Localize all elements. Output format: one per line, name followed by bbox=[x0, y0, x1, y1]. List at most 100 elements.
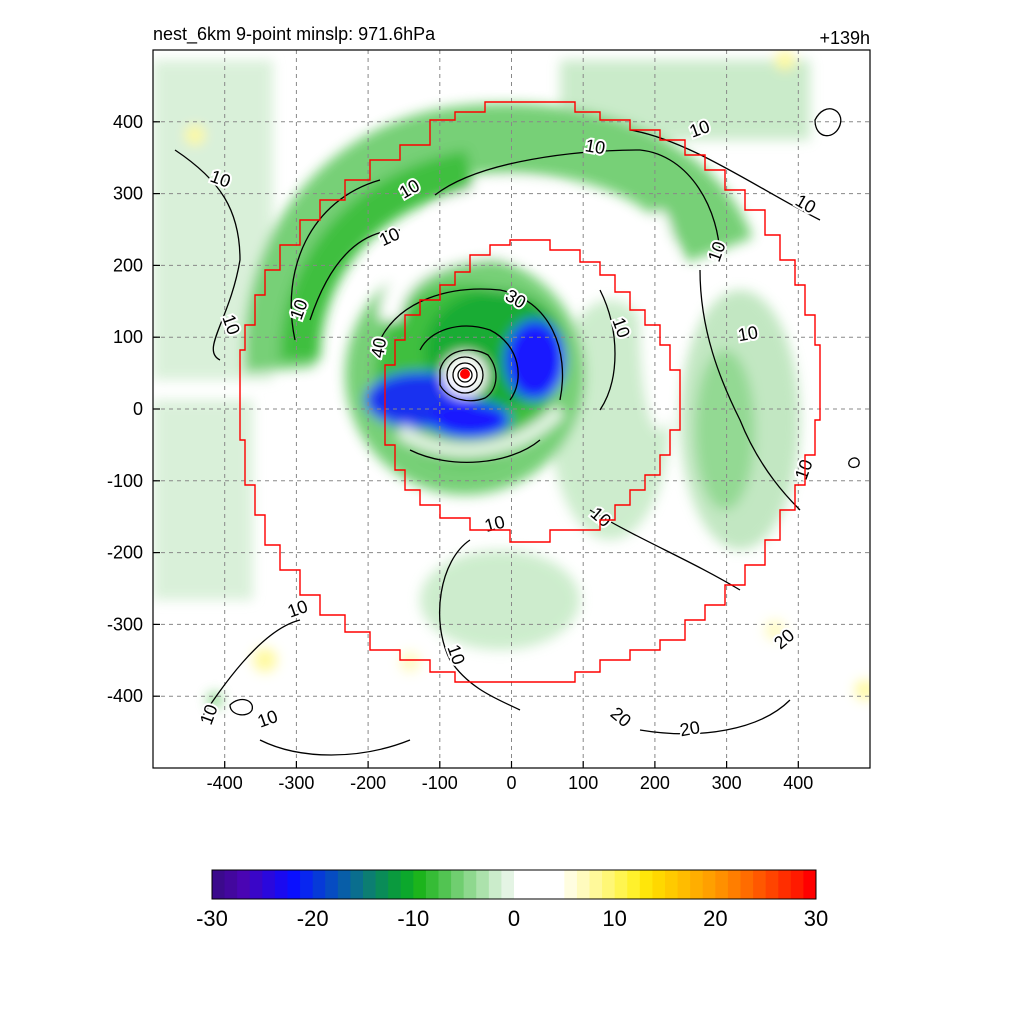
colorbar-swatch bbox=[375, 870, 389, 899]
contour-10-south bbox=[438, 539, 521, 711]
contour-label: 10 bbox=[584, 135, 607, 158]
y-tick-label: 0 bbox=[133, 399, 143, 419]
y-tick-label: -400 bbox=[107, 686, 143, 706]
contour-label: 40 bbox=[367, 336, 390, 359]
colorbar-swatch bbox=[501, 870, 515, 899]
contour-10-east-inner bbox=[599, 289, 616, 411]
colorbar-swatch bbox=[274, 870, 288, 899]
colorbar-swatch bbox=[337, 870, 351, 899]
x-tick-label: -200 bbox=[350, 773, 386, 793]
colorbar-swatch bbox=[614, 870, 628, 899]
contour-eye-1 bbox=[446, 356, 484, 394]
map-title: nest_6km 9-point minslp: 971.6hPa bbox=[153, 24, 436, 45]
colorbar-tick-label: -20 bbox=[297, 906, 329, 931]
colorbar-swatch bbox=[249, 870, 263, 899]
x-tick-label: 300 bbox=[712, 773, 742, 793]
colorbar-swatch bbox=[564, 870, 578, 899]
colorbar-swatch bbox=[451, 870, 465, 899]
y-tick-label: -100 bbox=[107, 471, 143, 491]
x-tick-label: 400 bbox=[783, 773, 813, 793]
y-axis: 400 300 200 100 0 -100 -200 -300 -400 bbox=[107, 112, 160, 706]
contour-20-b bbox=[409, 439, 541, 463]
colorbar-swatch bbox=[463, 870, 477, 899]
colorbar-swatch bbox=[652, 870, 666, 899]
colorbar-swatch bbox=[224, 870, 238, 899]
x-tick-label: 100 bbox=[568, 773, 598, 793]
colorbar-tick-label: 30 bbox=[804, 906, 828, 931]
y-tick-label: -200 bbox=[107, 543, 143, 563]
colorbar-frame bbox=[211, 869, 817, 900]
colorbar-swatch bbox=[665, 870, 679, 899]
colorbar-swatch bbox=[627, 870, 641, 899]
colorbar-swatch bbox=[639, 870, 653, 899]
colorbar-swatch bbox=[576, 870, 590, 899]
colorbar-swatch bbox=[753, 870, 767, 899]
colorbar-swatch bbox=[237, 870, 251, 899]
colorbar-swatch bbox=[300, 870, 314, 899]
colorbar-tick-label: 20 bbox=[703, 906, 727, 931]
colorbar-swatch bbox=[539, 870, 553, 899]
y-tick-label: 300 bbox=[113, 184, 143, 204]
colorbar-swatch bbox=[312, 870, 326, 899]
contour-10-outer-north bbox=[434, 149, 721, 261]
contour-30 bbox=[419, 325, 519, 401]
contour-eye-2 bbox=[452, 362, 478, 388]
colorbar-swatch bbox=[778, 870, 792, 899]
x-tick-label: 200 bbox=[640, 773, 670, 793]
colorbar-swatch bbox=[740, 870, 754, 899]
x-tick-label: -100 bbox=[422, 773, 458, 793]
colorbar-tick-label: 0 bbox=[508, 906, 520, 931]
contour-10-inner-west bbox=[309, 229, 401, 321]
y-tick-label: 100 bbox=[113, 327, 143, 347]
colorbar-swatch bbox=[803, 870, 817, 899]
colorbar bbox=[211, 869, 817, 900]
x-axis: -400 -300 -200 -100 0 100 200 300 400 bbox=[207, 761, 813, 793]
colorbar-swatch bbox=[715, 870, 729, 899]
colorbar-swatch bbox=[438, 870, 452, 899]
colorbar-swatch bbox=[212, 870, 226, 899]
colorbar-swatch bbox=[388, 870, 402, 899]
x-tick-label: -400 bbox=[207, 773, 243, 793]
contour-10-bottom bbox=[259, 739, 411, 756]
inner-nest-boundary bbox=[384, 239, 681, 543]
nest-boundaries bbox=[239, 101, 821, 683]
colorbar-swatch bbox=[765, 870, 779, 899]
shaded-field bbox=[153, 50, 870, 768]
colorbar-swatch bbox=[602, 870, 616, 899]
colorbar-swatch bbox=[488, 870, 502, 899]
x-tick-label: 0 bbox=[506, 773, 516, 793]
colorbar-swatch bbox=[514, 870, 528, 899]
contour-label: 20 bbox=[678, 717, 701, 740]
contour-eye-3 bbox=[457, 367, 473, 383]
colorbar-tick-labels: -30 -20 -10 0 10 20 30 bbox=[196, 906, 828, 931]
colorbar-tick-label: -10 bbox=[397, 906, 429, 931]
contour-10-west bbox=[290, 179, 381, 341]
colorbar-swatch bbox=[363, 870, 377, 899]
storm-center-marker bbox=[460, 369, 470, 379]
colorbar-swatch bbox=[350, 870, 364, 899]
colorbar-swatch bbox=[413, 870, 427, 899]
y-tick-label: 200 bbox=[113, 255, 143, 275]
y-tick-label: 400 bbox=[113, 112, 143, 132]
colorbar-tick-label: -30 bbox=[196, 906, 228, 931]
colorbar-swatch bbox=[589, 870, 603, 899]
colorbar-swatch bbox=[400, 870, 414, 899]
contour-40 bbox=[439, 349, 497, 402]
colorbar-swatch bbox=[287, 870, 301, 899]
colorbar-tick-label: 10 bbox=[602, 906, 626, 931]
colorbar-swatch bbox=[690, 870, 704, 899]
contour-10-east bbox=[699, 269, 801, 511]
colorbar-swatch bbox=[677, 870, 691, 899]
contour-small-ne bbox=[814, 108, 842, 137]
colorbar-swatch bbox=[262, 870, 276, 899]
y-tick-label: -300 bbox=[107, 614, 143, 634]
contour-20-a bbox=[379, 288, 564, 401]
colorbar-swatch bbox=[425, 870, 439, 899]
contour-10-bottom-east bbox=[639, 699, 791, 735]
colorbar-swatch bbox=[790, 870, 804, 899]
wind-contours bbox=[174, 108, 860, 756]
colorbar-swatch bbox=[526, 870, 540, 899]
colorbar-swatch bbox=[727, 870, 741, 899]
x-tick-label: -300 bbox=[278, 773, 314, 793]
